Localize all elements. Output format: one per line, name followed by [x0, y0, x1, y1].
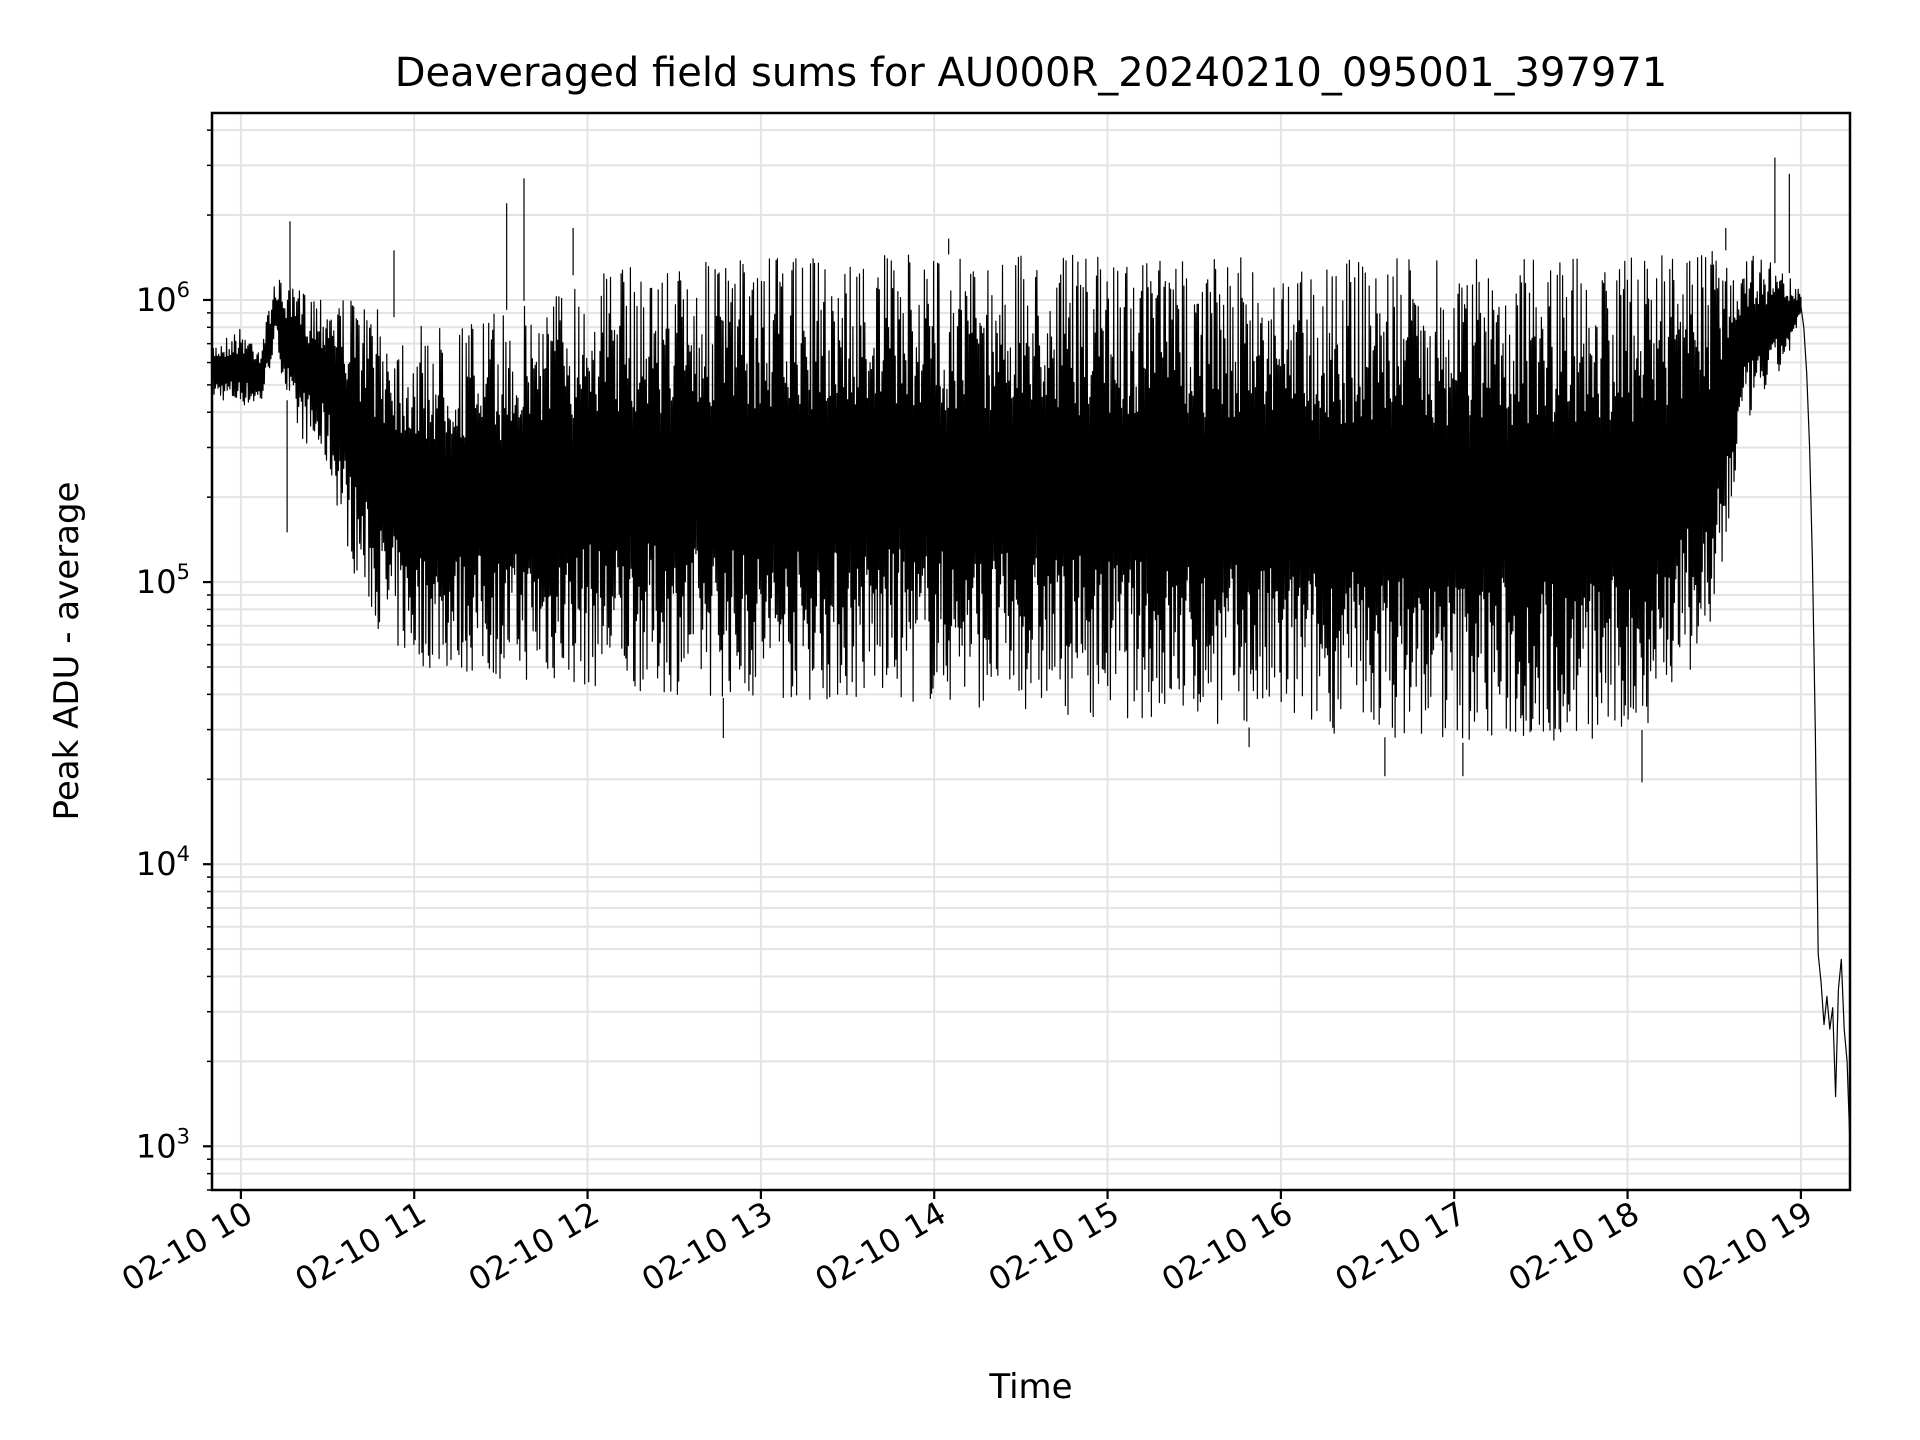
x-tick-label: 02-10 18: [1502, 1194, 1646, 1299]
y-tick-label: 106: [136, 278, 190, 319]
y-tick-label: 105: [136, 560, 190, 601]
x-tick-label: 02-10 11: [289, 1194, 433, 1299]
x-tick-label: 02-10 19: [1675, 1194, 1819, 1299]
x-tick-label: 02-10 16: [1155, 1194, 1299, 1299]
plot-frame: [210, 111, 1852, 1192]
x-tick-label: 02-10 13: [635, 1194, 779, 1299]
x-tick-label: 02-10 14: [809, 1194, 953, 1299]
series-trace: [211, 251, 1851, 1147]
y-tick-label: 103: [136, 1124, 190, 1165]
series-layer: [211, 157, 1851, 1147]
x-tick-label: 02-10 15: [982, 1194, 1126, 1299]
x-axis-label: Time: [988, 1367, 1072, 1407]
y-tick-label: 104: [136, 842, 190, 883]
x-tick-label: 02-10 12: [462, 1194, 606, 1299]
x-tick-label: 02-10 17: [1329, 1194, 1473, 1299]
y-axis-label: Peak ADU - average: [47, 482, 87, 821]
chart-title: Deaveraged field sums for AU000R_2024021…: [395, 50, 1667, 96]
x-tick-label: 02-10 10: [115, 1194, 259, 1299]
